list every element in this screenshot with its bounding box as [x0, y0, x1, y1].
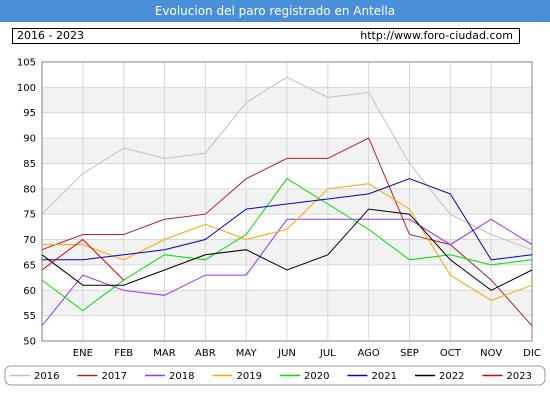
series-line-2022: [41, 208, 533, 291]
y-tick-label: 70: [23, 235, 36, 246]
chart-title: Evolucion del paro registrado en Antella: [154, 4, 396, 18]
x-tick-label: MAR: [153, 348, 175, 359]
y-tick-label: 100: [17, 83, 36, 94]
info-bar: 2016 - 2023 http://www.foro-ciudad.com: [12, 28, 520, 44]
x-tick-label: MAY: [236, 348, 258, 359]
y-tick-label: 80: [23, 184, 36, 195]
series-line-2018: [41, 218, 533, 327]
y-tick-label: 50: [23, 337, 36, 348]
y-tick-label: 60: [23, 286, 36, 297]
source-url: http://www.foro-ciudad.com: [360, 29, 513, 42]
series-line-2023: [41, 238, 125, 281]
legend-label-2020: 2020: [304, 371, 329, 382]
legend-label-2019: 2019: [237, 371, 262, 382]
legend-label-2022: 2022: [439, 371, 464, 382]
legend-label-2018: 2018: [169, 371, 194, 382]
chart-title-bar: Evolucion del paro registrado en Antella: [0, 0, 550, 22]
x-tick-label: JUL: [319, 348, 336, 359]
legend-label-2023: 2023: [507, 371, 532, 382]
y-tick-label: 90: [23, 134, 36, 145]
x-tick-label: SEP: [400, 348, 419, 359]
x-tick-label: DIC: [523, 348, 541, 359]
y-tick-label: 95: [23, 108, 36, 119]
x-tick-label: ABR: [195, 348, 216, 359]
x-tick-label: NOV: [480, 348, 502, 359]
legend-box: [4, 365, 546, 386]
x-tick-label: OCT: [440, 348, 462, 359]
series-line-2021: [42, 178, 533, 261]
x-tick-label: FEB: [114, 348, 133, 359]
series-line-2019: [42, 183, 533, 301]
y-tick-label: 105: [17, 58, 36, 69]
legend-label-2017: 2017: [102, 371, 127, 382]
series-line-2016: [41, 76, 533, 251]
y-tick-label: 55: [23, 311, 36, 322]
x-tick-label: ENE: [73, 348, 93, 359]
legend-label-2021: 2021: [372, 371, 397, 382]
x-tick-label: AGO: [358, 348, 380, 359]
y-tick-label: 75: [23, 210, 36, 221]
y-tick-label: 65: [23, 260, 36, 271]
x-tick-label: JUN: [277, 348, 296, 359]
legend-label-2016: 2016: [34, 371, 59, 382]
plot-border: [41, 61, 533, 342]
y-tick-label: 85: [23, 159, 36, 170]
year-range: 2016 - 2023: [17, 29, 84, 42]
